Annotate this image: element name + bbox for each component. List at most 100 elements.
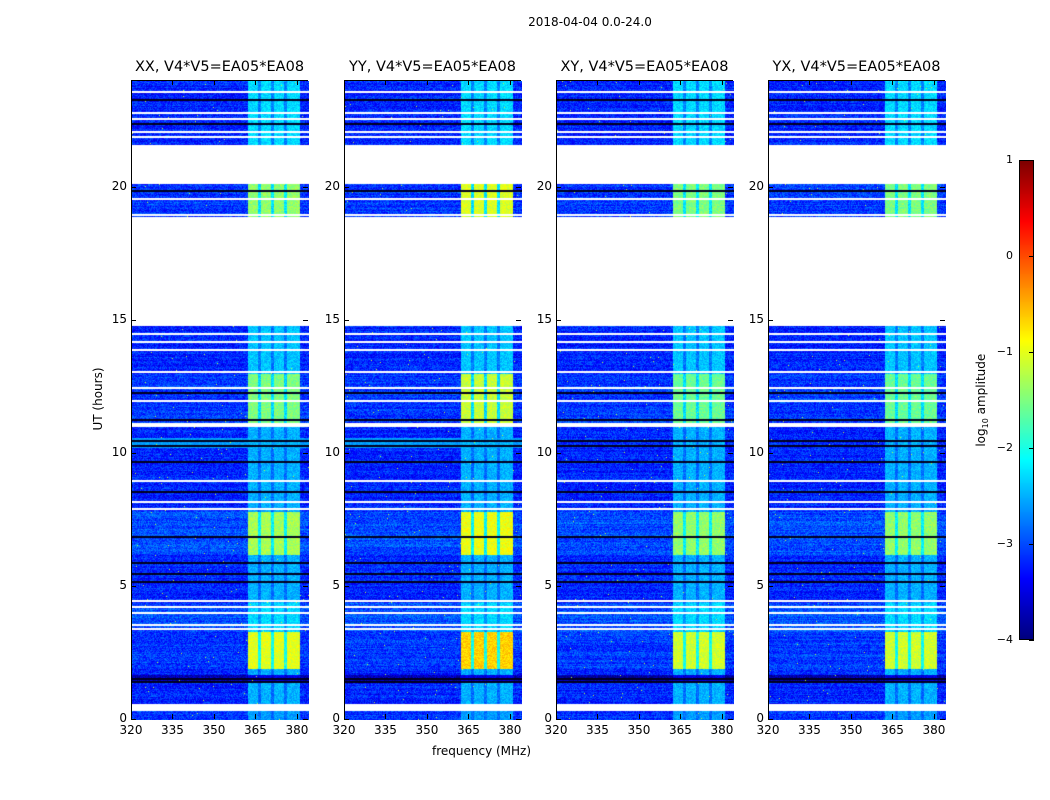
y-tick-label: 10 [536,444,552,459]
colorbar-tick-label: −1 [996,345,1013,358]
x-axis-label: frequency (MHz) [432,744,532,758]
x-tick [680,714,682,719]
x-tick-label: 350 [202,723,226,737]
x-tick-top [638,80,640,85]
y-tick-label: 10 [111,444,127,459]
x-tick-top [131,80,132,85]
x-tick-label: 320 [119,723,143,737]
y-tick [768,452,773,454]
y-tick [131,585,136,587]
x-tick-label: 320 [544,723,568,737]
x-tick-top [426,80,428,85]
y-tick-right [516,319,521,321]
colorbar-tick-label: 1 [1006,153,1013,166]
y-tick-right [728,585,733,587]
x-tick-top [385,80,387,85]
colorbar-tick-label: −3 [996,537,1013,550]
y-tick-right [516,585,521,587]
y-tick-label: 20 [536,178,552,193]
x-tick-label: 320 [332,723,356,737]
y-tick-right [940,452,945,454]
x-tick [509,714,511,719]
x-tick [768,714,769,719]
x-tick [597,714,599,719]
colorbar [1019,160,1034,640]
y-tick [131,719,136,720]
x-tick-label: 365 [669,723,692,737]
colorbar-label-sub: 10 [981,418,991,429]
y-tick-label: 0 [544,711,552,725]
y-tick-right [728,452,733,454]
y-tick-right [303,585,308,587]
y-tick-right [516,186,521,188]
x-tick-label: 335 [374,723,397,737]
x-tick-top [509,80,511,85]
y-tick-label: 5 [544,577,552,592]
y-tick-label: 15 [324,311,340,326]
x-tick [296,714,298,719]
y-tick-label: 0 [332,711,340,725]
x-tick [638,714,640,719]
panel-title: YX, V4*V5=EA05*EA08 [772,59,941,75]
x-tick-label: 350 [839,723,863,737]
y-tick-label: 20 [111,178,127,193]
y-tick-right [516,719,521,720]
x-tick-top [850,80,852,85]
x-tick [426,714,428,719]
heatmap-panel-xx [131,80,309,720]
y-tick [344,186,349,188]
x-tick-top [680,80,682,85]
heatmap-image [769,81,946,720]
y-tick-label: 10 [324,444,340,459]
colorbar-gradient [1020,161,1033,639]
y-tick-right [303,319,308,321]
colorbar-tick [1029,160,1034,161]
y-tick-right [303,452,308,454]
x-tick-top [768,80,769,85]
y-tick [768,719,773,720]
x-tick-label: 365 [244,723,267,737]
x-tick-label: 335 [161,723,184,737]
colorbar-label-rest: amplitude [973,353,988,419]
x-tick [172,714,174,719]
x-tick [213,714,215,719]
y-tick [344,452,349,454]
y-tick-right [303,186,308,188]
colorbar-tick [1029,544,1034,545]
y-tick [556,452,561,454]
x-tick-label: 335 [586,723,609,737]
y-tick-label: 15 [111,311,127,326]
y-tick [344,319,349,321]
x-tick-top [933,80,935,85]
y-tick-label: 0 [119,711,127,725]
heatmap-panel-yx [768,80,946,720]
x-tick [468,714,470,719]
y-tick-label: 5 [756,577,764,592]
x-tick [344,714,345,719]
x-tick-label: 380 [498,723,522,737]
x-tick-top [468,80,470,85]
panel-title: XY, V4*V5=EA05*EA08 [560,59,729,75]
x-tick-label: 320 [756,723,780,737]
y-tick [556,585,561,587]
y-tick-label: 10 [748,444,764,459]
x-tick-top [255,80,257,85]
colorbar-tick [1029,352,1034,353]
heatmap-panel-yy [344,80,522,720]
y-tick-right [940,719,945,720]
y-tick [131,452,136,454]
colorbar-tick [1029,640,1034,641]
colorbar-tick [1029,448,1034,449]
x-tick [933,714,935,719]
x-tick-top [892,80,894,85]
y-tick [131,319,136,321]
y-tick-label: 15 [536,311,552,326]
x-tick-label: 380 [285,723,309,737]
x-tick-top [296,80,298,85]
x-tick-top [721,80,723,85]
x-tick [255,714,257,719]
x-tick-top [213,80,215,85]
x-tick [809,714,811,719]
y-tick [768,585,773,587]
